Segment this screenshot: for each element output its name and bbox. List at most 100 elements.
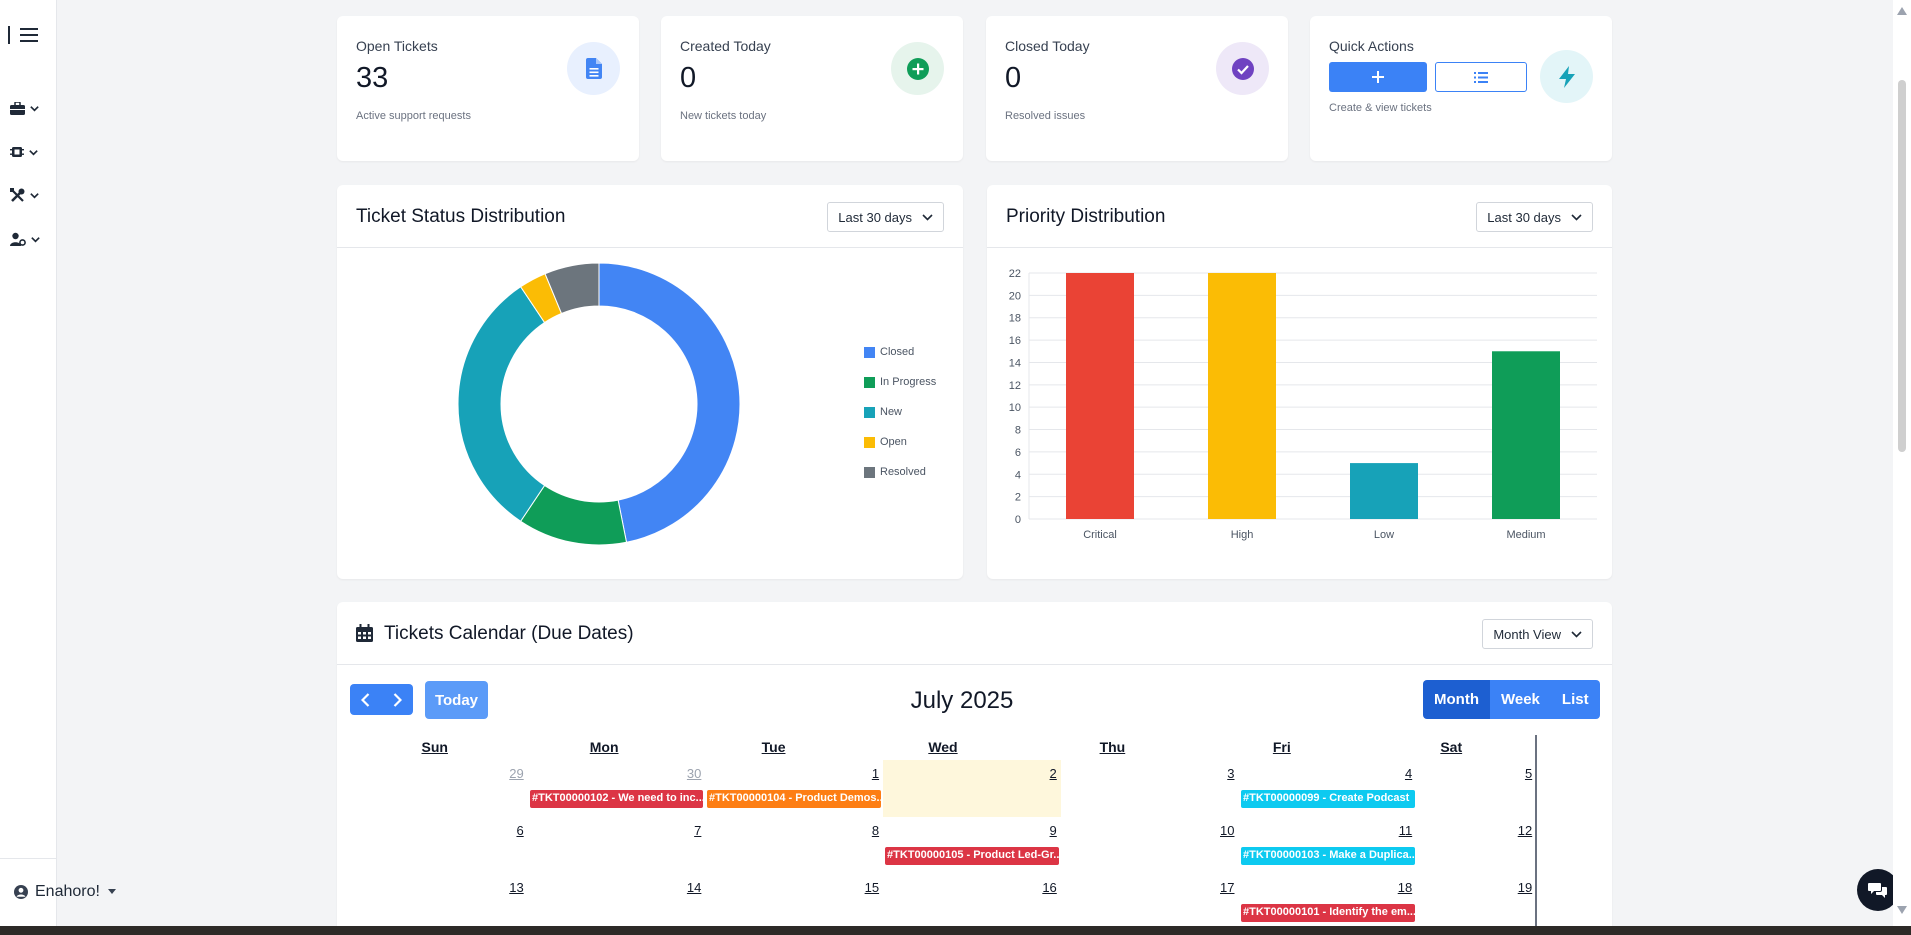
day-number[interactable]: 10 [1220, 823, 1235, 838]
panel-title: Ticket Status Distribution [356, 206, 566, 227]
calendar-today-button[interactable]: Today [425, 681, 488, 719]
calendar-day[interactable]: 19 [1416, 874, 1536, 931]
bar-critical[interactable] [1066, 273, 1134, 519]
lightning-icon [1558, 65, 1575, 88]
user-menu-row[interactable]: Enahoro! [14, 883, 117, 901]
day-number[interactable]: 9 [1049, 823, 1057, 838]
calendar-day[interactable]: 7 [528, 817, 706, 874]
calendar-event[interactable]: #TKT00000105 - Product Led-Gr... [885, 847, 1059, 865]
legend-item-open[interactable]: Open [864, 427, 936, 457]
view-tickets-button[interactable] [1435, 62, 1527, 92]
user-menu[interactable]: Enahoro! [0, 858, 116, 935]
calendar-day[interactable]: 8 [705, 817, 883, 874]
dow-fri[interactable]: Fri [1272, 739, 1291, 755]
scroll-thumb[interactable] [1898, 80, 1906, 452]
calendar-event[interactable]: #TKT00000101 - Identify the em... [1241, 904, 1415, 922]
day-number[interactable]: 29 [509, 766, 524, 781]
calendar-day[interactable]: 10 [1061, 817, 1239, 874]
calendar-day[interactable]: 9 [883, 817, 1061, 874]
calendar-event[interactable]: #TKT00000099 - Create Podcast [1241, 790, 1415, 808]
sidebar-item-users[interactable] [10, 227, 50, 251]
sidebar-item-tickets[interactable] [10, 96, 50, 120]
calendar-day[interactable]: 12 [1416, 817, 1536, 874]
dow-wed[interactable]: Wed [928, 739, 958, 755]
day-number[interactable]: 13 [509, 880, 524, 895]
calendar-day-today[interactable]: 2 [883, 760, 1061, 817]
legend-swatch [864, 406, 875, 418]
calendar-day[interactable]: 16 [883, 874, 1061, 931]
calendar-day[interactable]: 6 [350, 817, 528, 874]
calendar-event[interactable]: #TKT00000102 - We need to inc... [530, 790, 703, 808]
day-number[interactable]: 30 [686, 766, 702, 781]
dow-mon[interactable]: Mon [589, 739, 619, 755]
calendar-day[interactable]: 5 [1416, 760, 1536, 817]
calendar-day[interactable]: 13 [350, 874, 528, 931]
chevron-down-icon [1571, 213, 1582, 221]
dow-sun[interactable]: Sun [421, 739, 448, 755]
bar-medium[interactable] [1492, 351, 1560, 519]
calendar-day[interactable]: 14 [528, 874, 706, 931]
donut-slice-resolved[interactable] [544, 262, 600, 315]
day-number[interactable]: 5 [1524, 766, 1533, 781]
donut-slice-new[interactable] [457, 286, 546, 522]
day-number[interactable]: 12 [1517, 823, 1533, 838]
stat-icon-badge [1216, 42, 1269, 95]
sidebar-item-tools[interactable] [10, 183, 50, 207]
day-number[interactable]: 4 [1404, 766, 1413, 781]
bar-low[interactable] [1350, 463, 1418, 519]
sidebar-toggle-button[interactable] [0, 18, 57, 52]
day-number[interactable]: 7 [694, 823, 702, 838]
day-number[interactable]: 16 [1042, 880, 1057, 895]
day-number[interactable]: 15 [864, 880, 880, 895]
legend-item-new[interactable]: New [864, 397, 936, 427]
calendar-day[interactable]: 29 [350, 760, 528, 817]
scroll-up-arrow[interactable] [1897, 7, 1907, 15]
day-number[interactable]: 11 [1398, 823, 1413, 838]
calendar-day[interactable]: 3 [1061, 760, 1239, 817]
day-number[interactable]: 2 [1049, 766, 1057, 781]
priority-range-select[interactable]: Last 30 days [1476, 202, 1593, 232]
create-ticket-button[interactable] [1329, 62, 1427, 92]
day-number[interactable]: 1 [871, 766, 880, 781]
view-week-button[interactable]: Week [1489, 680, 1551, 719]
day-number[interactable]: 18 [1397, 880, 1413, 895]
chat-button[interactable] [1857, 869, 1899, 911]
day-number[interactable]: 14 [686, 880, 702, 895]
legend-item-closed[interactable]: Closed [864, 337, 936, 367]
user-settings-icon [10, 232, 26, 246]
calendar-prev-button[interactable] [350, 684, 382, 715]
calendar-event[interactable]: #TKT00000103 - Make a Duplica... [1241, 847, 1415, 865]
calendar-day[interactable]: 30 [528, 760, 706, 817]
dow-tue[interactable]: Tue [761, 739, 786, 755]
bar-high[interactable] [1208, 273, 1276, 519]
day-number[interactable]: 8 [871, 823, 880, 838]
sidebar-item-assets[interactable] [10, 140, 50, 164]
day-number[interactable]: 3 [1227, 766, 1235, 781]
calendar-day[interactable]: 18 [1239, 874, 1417, 931]
page-scrollbar[interactable] [1893, 0, 1911, 926]
view-month-button[interactable]: Month [1423, 680, 1490, 719]
day-number[interactable]: 17 [1220, 880, 1235, 895]
day-number[interactable]: 6 [516, 823, 524, 838]
caret-down-icon [107, 889, 116, 894]
donut-slice-closed[interactable] [598, 262, 741, 543]
calendar-day[interactable]: 4 [1239, 760, 1417, 817]
calendar-day[interactable]: 1 [705, 760, 883, 817]
dow-sat[interactable]: Sat [1440, 739, 1463, 755]
calendar-next-button[interactable] [382, 684, 414, 715]
stat-icon-badge [567, 42, 620, 95]
calendar-event[interactable]: #TKT00000104 - Product Demos... [707, 790, 881, 808]
calendar-day[interactable]: 17 [1061, 874, 1239, 931]
calendar-day[interactable]: 15 [705, 874, 883, 931]
day-number[interactable]: 19 [1517, 880, 1533, 895]
panel-title: Priority Distribution [1006, 206, 1166, 227]
calendar-day[interactable]: 11 [1239, 817, 1417, 874]
stat-value: 33 [356, 62, 389, 94]
legend-item-in-progress[interactable]: In Progress [864, 367, 936, 397]
legend-item-resolved[interactable]: Resolved [864, 457, 936, 487]
scroll-down-arrow[interactable] [1897, 906, 1907, 914]
dow-thu[interactable]: Thu [1099, 739, 1126, 755]
view-list-button[interactable]: List [1550, 680, 1600, 719]
status-range-select[interactable]: Last 30 days [827, 202, 944, 232]
calendar-view-select[interactable]: Month View [1482, 619, 1593, 649]
